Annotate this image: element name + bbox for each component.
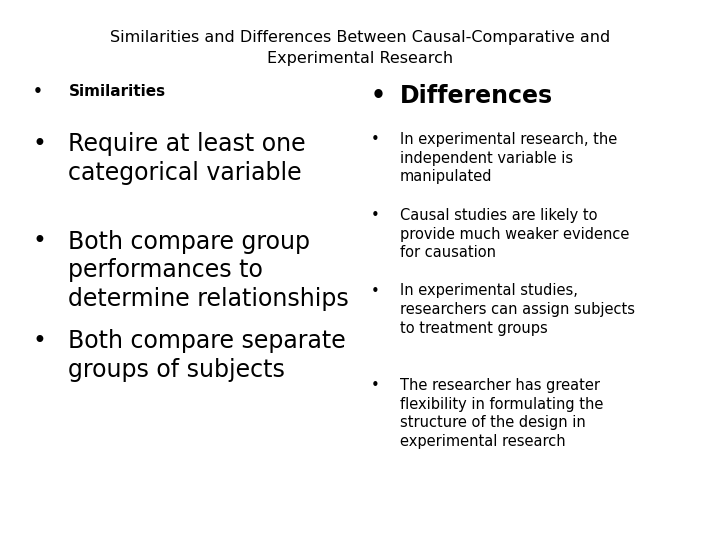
Text: •: • bbox=[32, 230, 46, 253]
Text: •: • bbox=[32, 84, 42, 99]
Text: •: • bbox=[371, 378, 379, 393]
Text: •: • bbox=[32, 329, 46, 353]
Text: Differences: Differences bbox=[400, 84, 553, 107]
Text: The researcher has greater
flexibility in formulating the
structure of the desig: The researcher has greater flexibility i… bbox=[400, 378, 603, 449]
Text: Both compare separate
groups of subjects: Both compare separate groups of subjects bbox=[68, 329, 346, 382]
Text: •: • bbox=[32, 132, 46, 156]
Text: Causal studies are likely to
provide much weaker evidence
for causation: Causal studies are likely to provide muc… bbox=[400, 208, 629, 260]
Text: In experimental studies,
researchers can assign subjects
to treatment groups: In experimental studies, researchers can… bbox=[400, 284, 634, 336]
Text: Require at least one
categorical variable: Require at least one categorical variabl… bbox=[68, 132, 306, 185]
Text: •: • bbox=[371, 284, 379, 299]
Text: •: • bbox=[371, 84, 386, 107]
Text: •: • bbox=[371, 208, 379, 223]
Text: •: • bbox=[371, 132, 379, 147]
Text: Both compare group
performances to
determine relationships: Both compare group performances to deter… bbox=[68, 230, 349, 311]
Text: Similarities and Differences Between Causal-Comparative and
Experimental Researc: Similarities and Differences Between Cau… bbox=[110, 30, 610, 66]
Text: Similarities: Similarities bbox=[68, 84, 166, 99]
Text: In experimental research, the
independent variable is
manipulated: In experimental research, the independen… bbox=[400, 132, 617, 185]
